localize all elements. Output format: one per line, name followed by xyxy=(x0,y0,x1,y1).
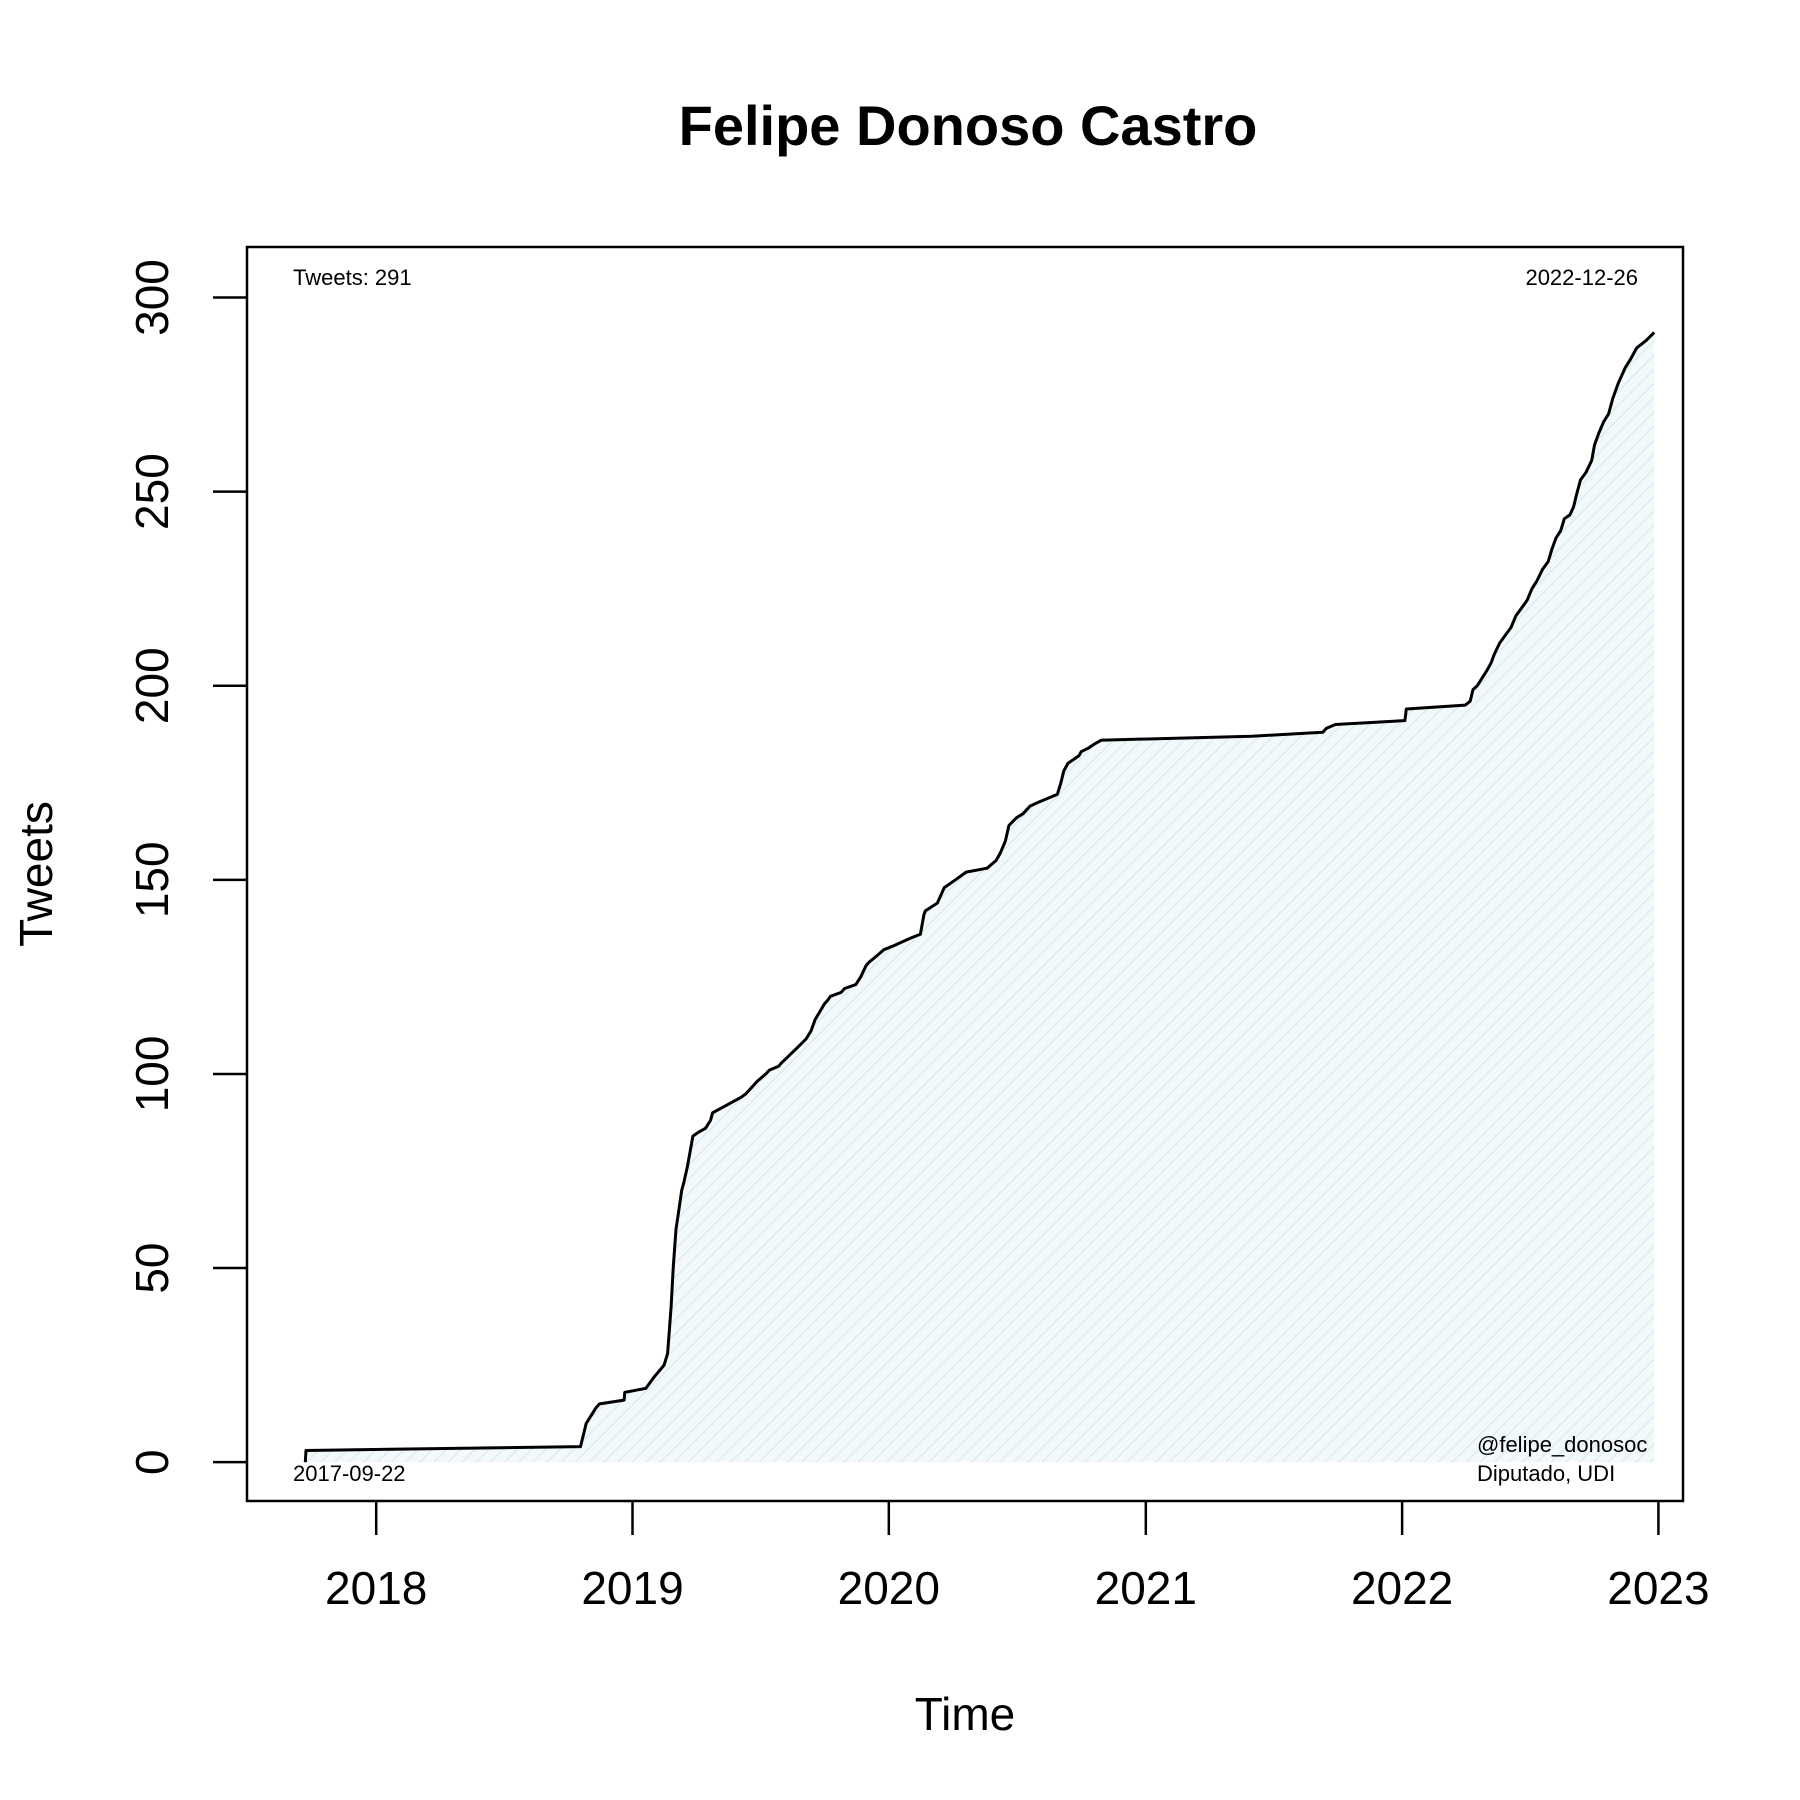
x-tick-label: 2023 xyxy=(1607,1562,1709,1614)
y-axis-label: Tweets xyxy=(10,801,62,947)
plot-area xyxy=(303,331,1656,1463)
tweet-count-note: Tweets: 291 xyxy=(293,265,412,290)
y-tick-label: 300 xyxy=(126,259,178,336)
role-note: Diputado, UDI xyxy=(1477,1461,1615,1486)
y-tick-label: 200 xyxy=(126,647,178,724)
x-axis-label: Time xyxy=(915,1688,1016,1740)
y-tick-label: 250 xyxy=(126,453,178,530)
series-area xyxy=(305,332,1655,1463)
x-tick-label: 2022 xyxy=(1351,1562,1453,1614)
y-tick-label: 100 xyxy=(126,1036,178,1113)
handle-note: @felipe_donosoc xyxy=(1477,1432,1647,1457)
x-tick-label: 2019 xyxy=(581,1562,683,1614)
series-line xyxy=(303,331,1656,1463)
start-date-note: 2017-09-22 xyxy=(293,1461,406,1486)
end-date-note: 2022-12-26 xyxy=(1525,265,1638,290)
y-tick-label: 0 xyxy=(126,1449,178,1475)
x-tick-label: 2021 xyxy=(1095,1562,1197,1614)
y-tick-label: 150 xyxy=(126,841,178,918)
chart-title: Felipe Donoso Castro xyxy=(679,94,1258,157)
plot-frame xyxy=(245,245,1685,1503)
y-axis: 0 50 100 150 200 250 300 xyxy=(126,259,247,1475)
x-axis: 2018 2019 2020 2021 2022 2023 xyxy=(325,1501,1710,1614)
y-tick-label: 50 xyxy=(126,1243,178,1294)
x-tick-label: 2018 xyxy=(325,1562,427,1614)
x-tick-label: 2020 xyxy=(838,1562,940,1614)
